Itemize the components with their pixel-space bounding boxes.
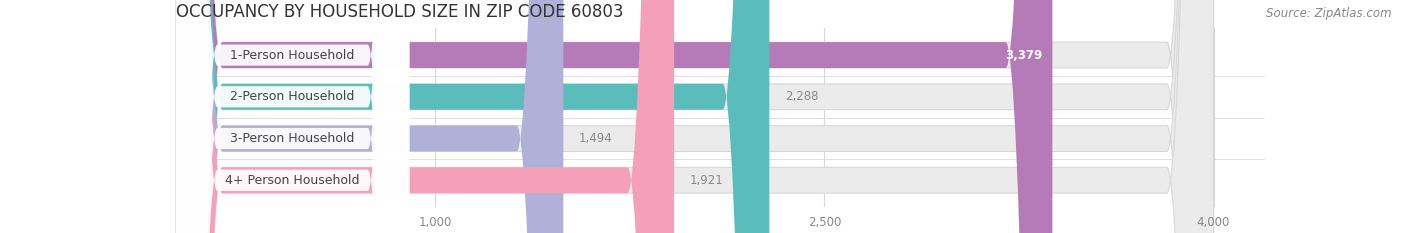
FancyBboxPatch shape (176, 0, 1213, 233)
FancyBboxPatch shape (176, 0, 1053, 233)
FancyBboxPatch shape (176, 0, 1213, 233)
FancyBboxPatch shape (176, 0, 409, 233)
Text: 1-Person Household: 1-Person Household (231, 48, 354, 62)
Text: 1,494: 1,494 (579, 132, 613, 145)
FancyBboxPatch shape (176, 0, 564, 233)
FancyBboxPatch shape (176, 0, 409, 233)
Text: 1,921: 1,921 (690, 174, 724, 187)
FancyBboxPatch shape (176, 0, 1213, 233)
Text: 3-Person Household: 3-Person Household (231, 132, 354, 145)
FancyBboxPatch shape (176, 0, 1213, 233)
FancyBboxPatch shape (176, 0, 409, 233)
Text: 2,288: 2,288 (785, 90, 818, 103)
Text: Source: ZipAtlas.com: Source: ZipAtlas.com (1267, 7, 1392, 20)
FancyBboxPatch shape (176, 0, 769, 233)
Text: 2-Person Household: 2-Person Household (231, 90, 354, 103)
Text: 4+ Person Household: 4+ Person Household (225, 174, 360, 187)
FancyBboxPatch shape (176, 0, 673, 233)
Text: 3,379: 3,379 (1005, 48, 1042, 62)
Text: OCCUPANCY BY HOUSEHOLD SIZE IN ZIP CODE 60803: OCCUPANCY BY HOUSEHOLD SIZE IN ZIP CODE … (176, 3, 623, 21)
FancyBboxPatch shape (176, 0, 409, 233)
